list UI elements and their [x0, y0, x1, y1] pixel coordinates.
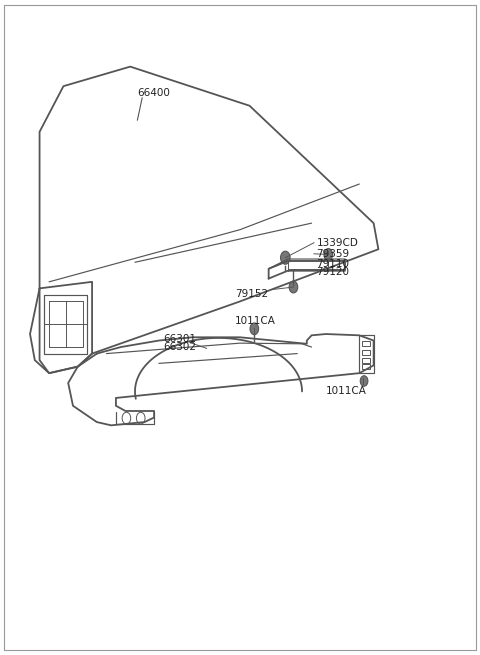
Text: 66301: 66301: [164, 333, 197, 344]
Text: 79359: 79359: [316, 249, 349, 259]
Text: 1011CA: 1011CA: [235, 316, 276, 326]
Circle shape: [324, 249, 333, 260]
Bar: [362, 358, 370, 363]
Circle shape: [289, 281, 298, 293]
Text: 66302: 66302: [164, 342, 197, 352]
Text: 79120: 79120: [316, 267, 349, 277]
Circle shape: [281, 251, 290, 264]
Text: 79110: 79110: [316, 259, 349, 269]
Bar: [362, 341, 370, 346]
Circle shape: [360, 376, 368, 386]
Text: 79152: 79152: [235, 289, 268, 299]
Text: 66400: 66400: [137, 88, 170, 98]
Text: 1339CD: 1339CD: [316, 238, 358, 248]
Circle shape: [250, 323, 259, 335]
Bar: [362, 350, 370, 355]
Bar: [362, 364, 370, 369]
Text: 1011CA: 1011CA: [326, 386, 367, 396]
